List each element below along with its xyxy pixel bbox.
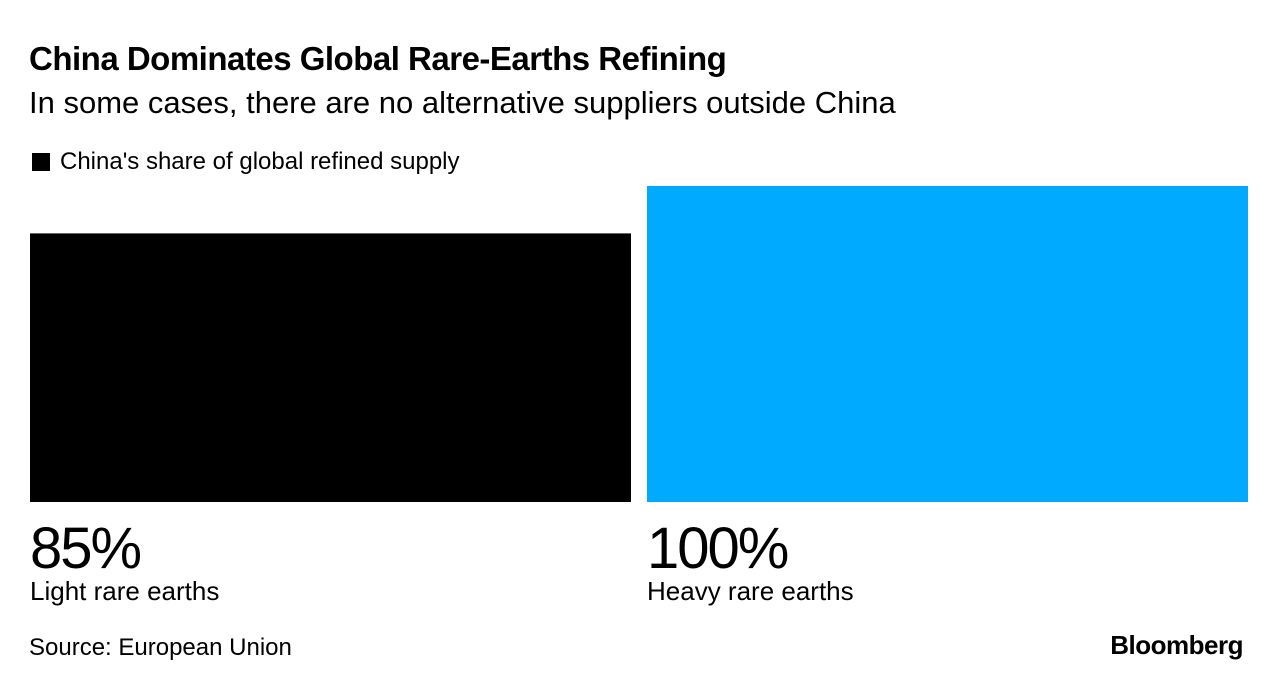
chart-subtitle: In some cases, there are no alternative … bbox=[29, 85, 896, 120]
bloomberg-logo: Bloomberg bbox=[1110, 630, 1243, 660]
chart-title: China Dominates Global Rare-Earths Refin… bbox=[29, 40, 727, 77]
legend: China's share of global refined supply bbox=[32, 148, 460, 176]
legend-swatch bbox=[32, 153, 50, 171]
legend-label: China's share of global refined supply bbox=[60, 148, 460, 175]
bar-1 bbox=[30, 233, 631, 502]
source-note: Source: European Union bbox=[29, 634, 292, 661]
value-label-1: 85% bbox=[30, 516, 141, 581]
category-label-2: Heavy rare earths bbox=[647, 576, 854, 606]
category-label-1: Light rare earths bbox=[30, 576, 219, 606]
value-label-2: 100% bbox=[647, 516, 788, 581]
bar-2 bbox=[647, 186, 1248, 502]
